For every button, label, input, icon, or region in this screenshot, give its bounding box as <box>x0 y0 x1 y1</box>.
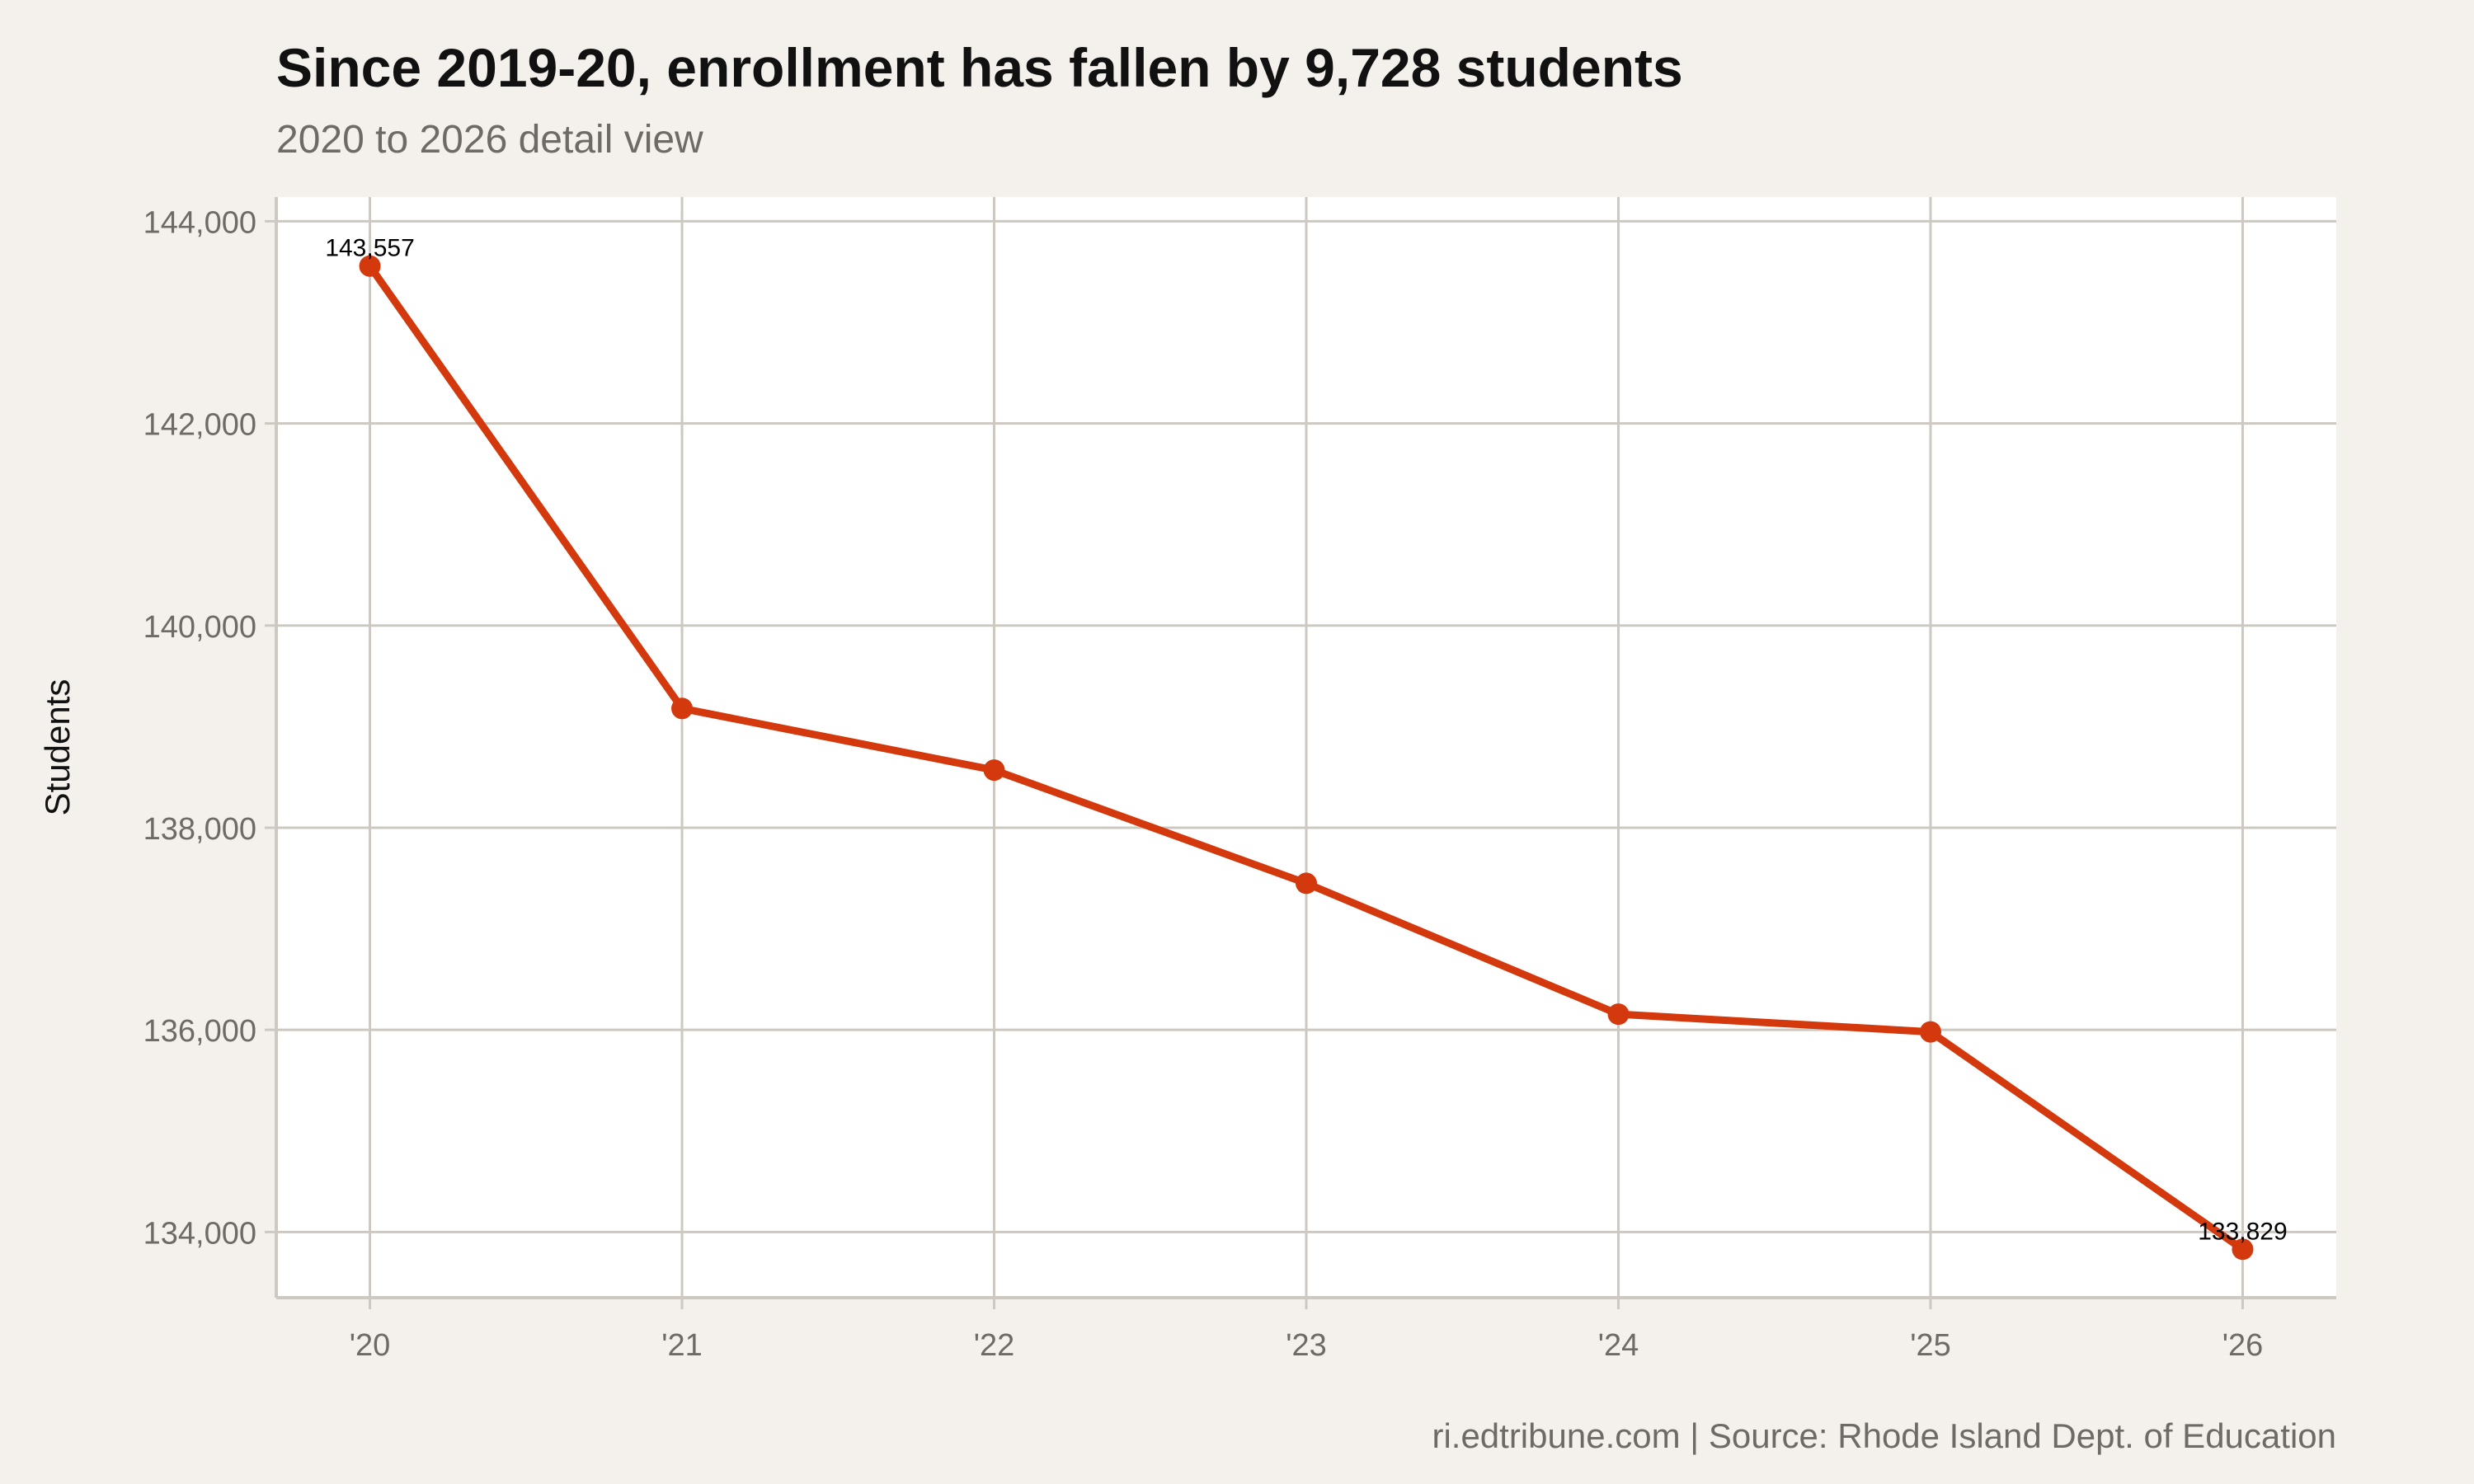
x-tick-label: '24 <box>1598 1328 1639 1363</box>
x-tick-label: '26 <box>2222 1328 2264 1363</box>
x-tick-label: '20 <box>350 1328 391 1363</box>
data-label: 143,557 <box>325 235 414 262</box>
y-tick-label: 136,000 <box>143 1014 256 1049</box>
data-point <box>671 697 694 720</box>
chart-subtitle: 2020 to 2026 detail view <box>276 118 703 162</box>
data-point <box>2232 1238 2254 1261</box>
y-tick-label: 138,000 <box>143 812 256 847</box>
x-tick-label: '23 <box>1286 1328 1327 1363</box>
y-tick-label: 142,000 <box>143 408 256 443</box>
data-label: 133,829 <box>2198 1218 2287 1245</box>
chart-title: Since 2019-20, enrollment has fallen by … <box>276 37 1683 98</box>
source-caption: ri.edtribune.com | Source: Rhode Island … <box>1432 1416 2336 1455</box>
y-tick-label: 140,000 <box>143 610 256 645</box>
data-point <box>1607 1003 1630 1026</box>
data-point <box>983 759 1005 782</box>
x-tick-label: '22 <box>974 1328 1015 1363</box>
y-tick-label: 134,000 <box>143 1216 256 1251</box>
y-tick-label: 144,000 <box>143 205 256 240</box>
x-tick-label: '25 <box>1910 1328 1951 1363</box>
data-point <box>359 255 381 277</box>
y-axis-label: Students <box>38 679 77 816</box>
data-point <box>1919 1021 1941 1043</box>
data-point <box>1296 872 1317 895</box>
x-tick-label: '21 <box>661 1328 703 1363</box>
